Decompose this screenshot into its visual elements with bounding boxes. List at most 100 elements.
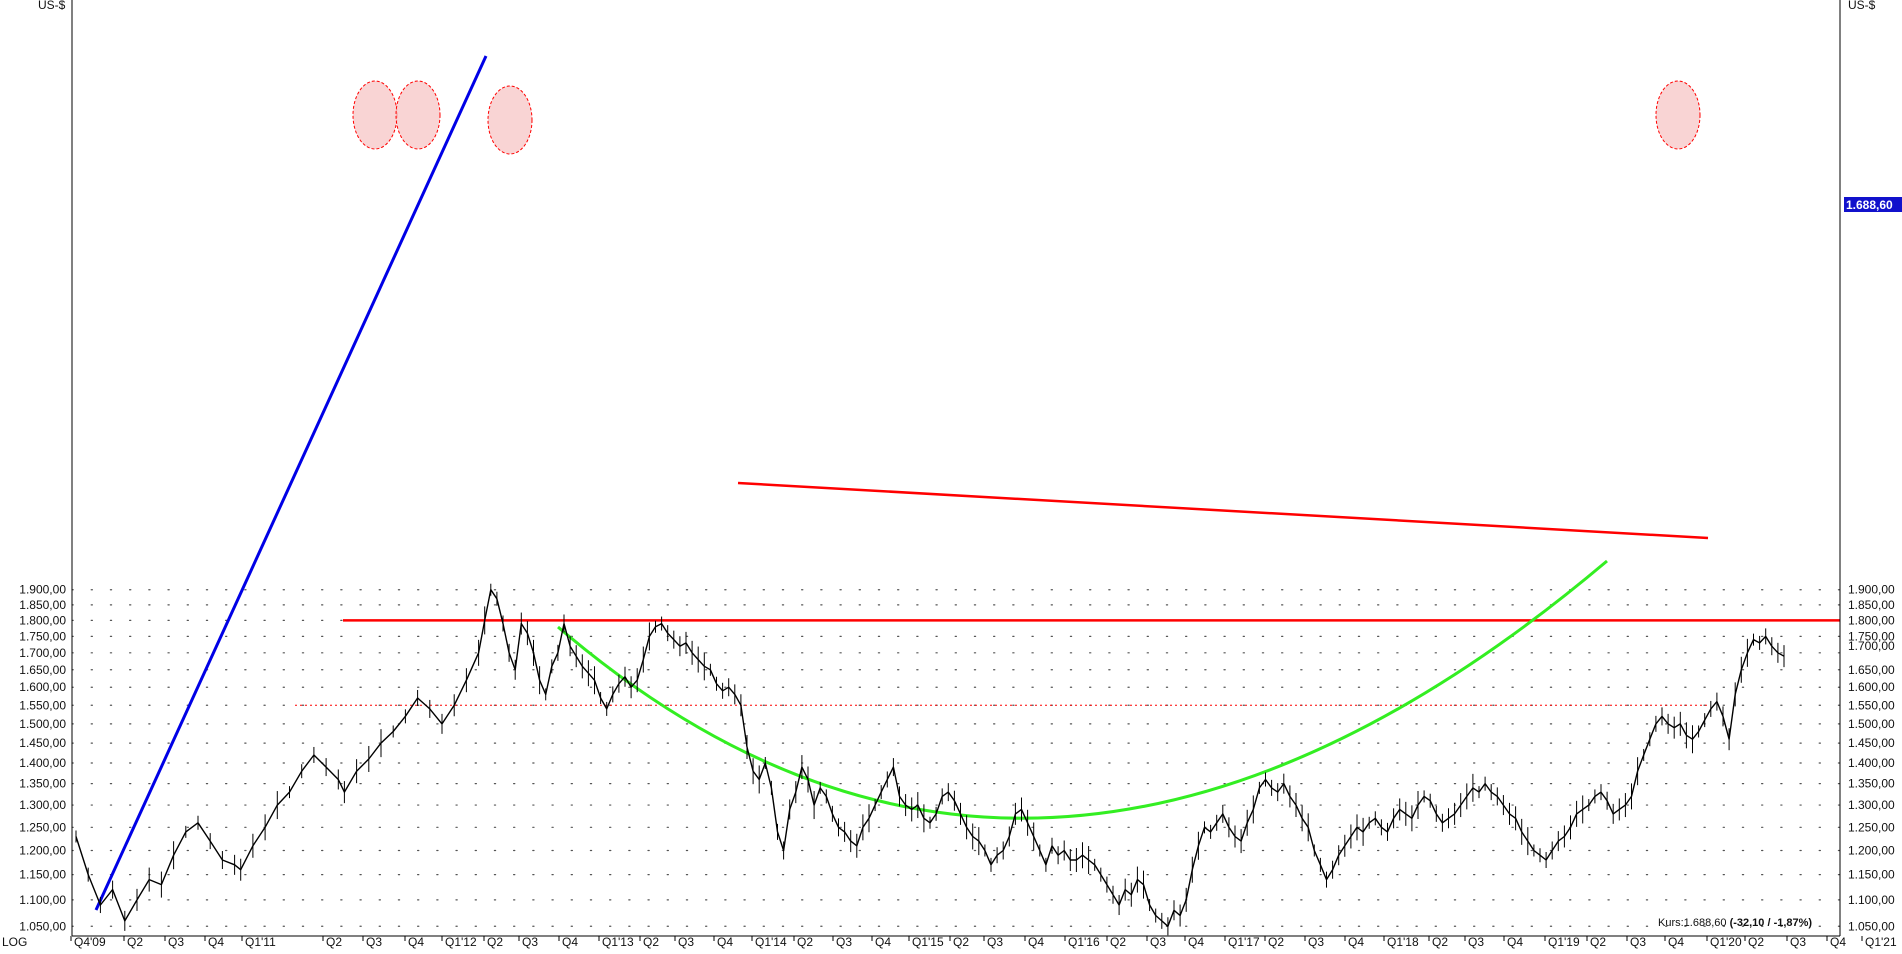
x-tick-label-34: Q3 [1468,935,1484,949]
current-price-label: 1.688,60 [1846,198,1893,212]
x-tick-label-15: Q4 [717,935,733,949]
x-tick-label-37: Q2 [1590,935,1606,949]
y-tick-left-1900: 1.900,00 [19,583,66,597]
x-tick-label-33: Q2 [1432,935,1448,949]
x-tick-label-13: Q2 [643,935,659,949]
x-tick-label-30: Q3 [1308,935,1324,949]
left-unit-label: US-$ [38,0,66,12]
x-tick-label-8: Q1'12 [445,935,477,949]
x-tick-label-42: Q3 [1790,935,1806,949]
y-tick-left-1750: 1.750,00 [19,629,66,643]
x-tick-label-17: Q2 [797,935,813,949]
x-tick-label-27: Q4 [1188,935,1204,949]
y-tick-right-1300: 1.300,00 [1848,798,1895,812]
x-tick-label-9: Q2 [487,935,503,949]
x-tick-label-11: Q4 [562,935,578,949]
y-tick-right-1800: 1.800,00 [1848,613,1895,627]
y-tick-left-1250: 1.250,00 [19,820,66,834]
y-tick-left-1100: 1.100,00 [19,893,66,907]
x-tick-label-1: Q2 [127,935,143,949]
x-tick-label-29: Q2 [1268,935,1284,949]
peak-highlight-1 [395,80,441,150]
y-tick-right-1250: 1.250,00 [1848,820,1895,834]
y-tick-left-1500: 1.500,00 [19,717,66,731]
x-tick-label-25: Q2 [1110,935,1126,949]
x-tick-label-18: Q3 [836,935,852,949]
overlay-layer [94,55,1840,911]
x-tick-label-44: Q1'21 [1865,935,1897,949]
x-tick-label-41: Q2 [1748,935,1764,949]
peak-highlight-2 [487,85,533,155]
x-tick-label-20: Q1'15 [912,935,944,949]
x-tick-label-14: Q3 [678,935,694,949]
x-tick-label-12: Q1'13 [602,935,634,949]
y-tick-right-1400: 1.400,00 [1848,756,1895,770]
x-tick-label-24: Q1'16 [1068,935,1100,949]
y-tick-right-1050: 1.050,00 [1848,919,1895,933]
x-tick-label-35: Q4 [1507,935,1523,949]
y-tick-left-1600: 1.600,00 [19,680,66,694]
y-tick-left-1450: 1.450,00 [19,736,66,750]
y-tick-right-1500: 1.500,00 [1848,717,1895,731]
y-tick-right-1650: 1.650,00 [1848,663,1895,677]
x-tick-label-6: Q3 [366,935,382,949]
y-tick-left-1650: 1.650,00 [19,663,66,677]
y-tick-right-1900: 1.900,00 [1848,583,1895,597]
y-tick-right-1700: 1.700,00 [1848,639,1895,653]
y-tick-right-1350: 1.350,00 [1848,777,1895,791]
x-tick-label-21: Q2 [953,935,969,949]
footer-price-text: Kurs:1.688,60 [1658,917,1727,929]
axis-layer: 1.900,00 1.900,001.850,00 1.850,001.800,00… [19,0,1897,949]
y-tick-right-1600: 1.600,00 [1848,680,1895,694]
x-tick-label-22: Q3 [987,935,1003,949]
x-tick-label-2: Q3 [168,935,184,949]
y-tick-left-1550: 1.550,00 [19,698,66,712]
y-tick-left-1400: 1.400,00 [19,756,66,770]
right-unit-label: US-$ [1848,0,1876,12]
x-tick-label-0: Q4'09 [74,935,106,949]
y-tick-left-1200: 1.200,00 [19,843,66,857]
x-tick-label-39: Q4 [1668,935,1684,949]
y-tick-right-1150: 1.150,00 [1848,868,1895,882]
x-tick-label-10: Q3 [522,935,538,949]
peak-highlight-3 [1655,80,1701,150]
x-tick-label-3: Q4 [208,935,224,949]
x-tick-label-23: Q4 [1028,935,1044,949]
x-tick-label-4: Q1'11 [245,935,276,949]
x-tick-label-31: Q4 [1348,935,1364,949]
y-tick-left-1150: 1.150,00 [19,868,66,882]
y-tick-right-1200: 1.200,00 [1848,843,1895,857]
current-price-badge [1844,197,1902,212]
price-series-layer [75,583,1785,936]
x-tick-label-28: Q1'17 [1228,935,1260,949]
footer-price-label: Kurs:1.688,60 (-32,10 / -1,87%) [1658,917,1812,929]
current-price-box: 1.688,60 [1844,197,1902,212]
rounded-bottom-curve [557,559,1608,820]
x-tick-label-32: Q1'18 [1387,935,1419,949]
x-tick-label-5: Q2 [326,935,342,949]
x-tick-label-16: Q1'14 [755,935,787,949]
y-tick-left-1700: 1.700,00 [19,646,66,660]
x-tick-label-26: Q3 [1150,935,1166,949]
y-tick-right-1750: 1.750,00 [1848,629,1895,643]
y-tick-left-1350: 1.350,00 [19,777,66,791]
footer-change-text: (-32,10 / -1,87%) [1730,917,1813,929]
y-tick-right-1850: 1.850,00 [1848,598,1895,612]
y-tick-left-1850: 1.850,00 [19,598,66,612]
x-tick-label-19: Q4 [875,935,891,949]
x-tick-label-40: Q1'20 [1710,935,1742,949]
peak-highlight-0 [352,80,398,150]
x-tick-label-7: Q4 [408,935,424,949]
y-tick-right-1100: 1.100,00 [1848,893,1895,907]
y-tick-right-1450: 1.450,00 [1848,736,1895,750]
x-tick-label-43: Q4 [1830,935,1846,949]
descending-resistance-line [737,481,1709,540]
x-tick-label-36: Q1'19 [1548,935,1580,949]
x-tick-label-38: Q3 [1630,935,1646,949]
y-tick-left-1300: 1.300,00 [19,798,66,812]
scale-label: LOG [2,935,27,949]
y-tick-left-1050: 1.050,00 [19,919,66,933]
